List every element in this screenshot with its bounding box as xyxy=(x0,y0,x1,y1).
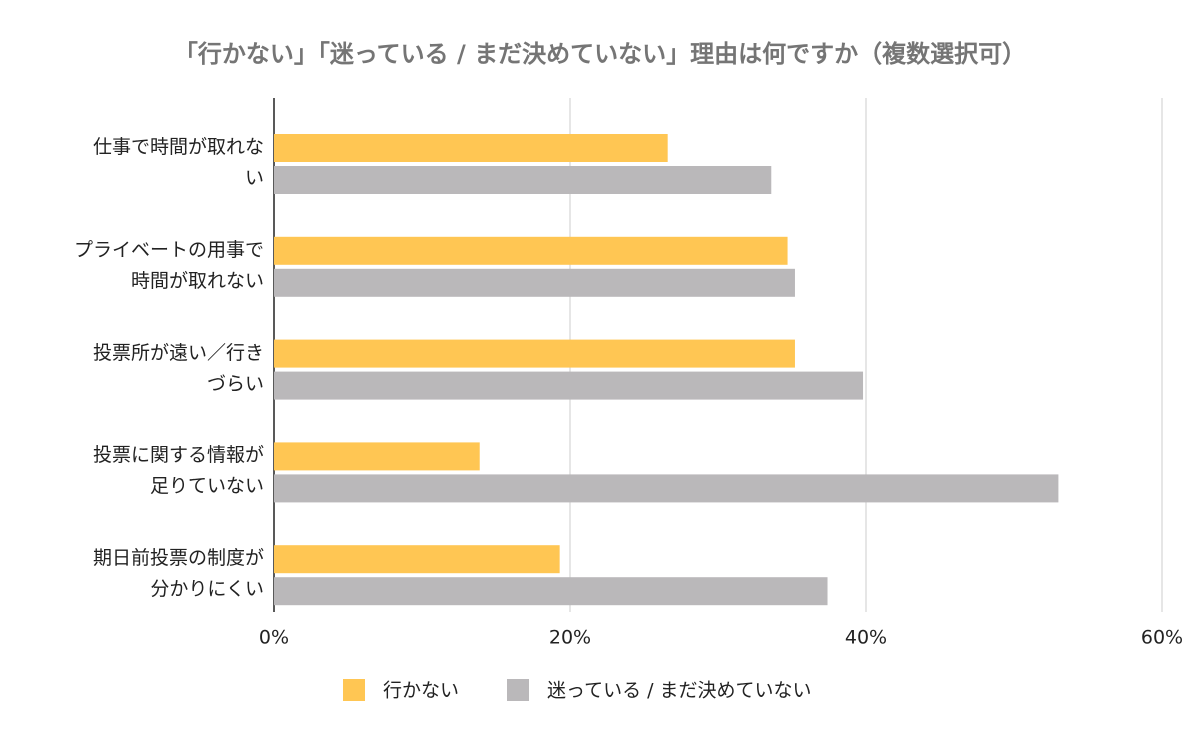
bar xyxy=(274,577,828,606)
bar xyxy=(274,134,668,162)
x-tick-label: 60% xyxy=(1141,627,1183,649)
legend-label: 迷っている / まだ決めていない xyxy=(547,680,812,702)
bar xyxy=(274,545,560,574)
category-label: 仕事で時間が取れな い xyxy=(92,136,264,189)
legend-swatch xyxy=(507,679,530,701)
bar xyxy=(274,339,795,368)
bar xyxy=(274,371,864,400)
bar xyxy=(274,474,1059,503)
category-label: 期日前投票の制度が 分かりにくい xyxy=(92,547,264,601)
x-tick-label: 0% xyxy=(259,627,289,649)
x-tick-label: 40% xyxy=(845,627,887,649)
legend-swatch xyxy=(343,679,365,701)
category-label: プライベートの用事で 時間が取れない xyxy=(73,238,264,292)
bar xyxy=(274,166,772,194)
category-label: 投票所が遠い／行き づらい xyxy=(92,341,264,395)
bar xyxy=(274,268,795,297)
bar xyxy=(274,442,480,471)
x-tick-label: 20% xyxy=(549,627,591,649)
category-label: 投票に関する情報が 足りていない xyxy=(92,444,264,498)
legend-label: 行かない xyxy=(383,680,459,702)
chart-title: 「行かない」「迷っている / まだ決めていない」理由は何ですか（複数選択可） xyxy=(174,40,1026,68)
bar xyxy=(274,236,788,265)
